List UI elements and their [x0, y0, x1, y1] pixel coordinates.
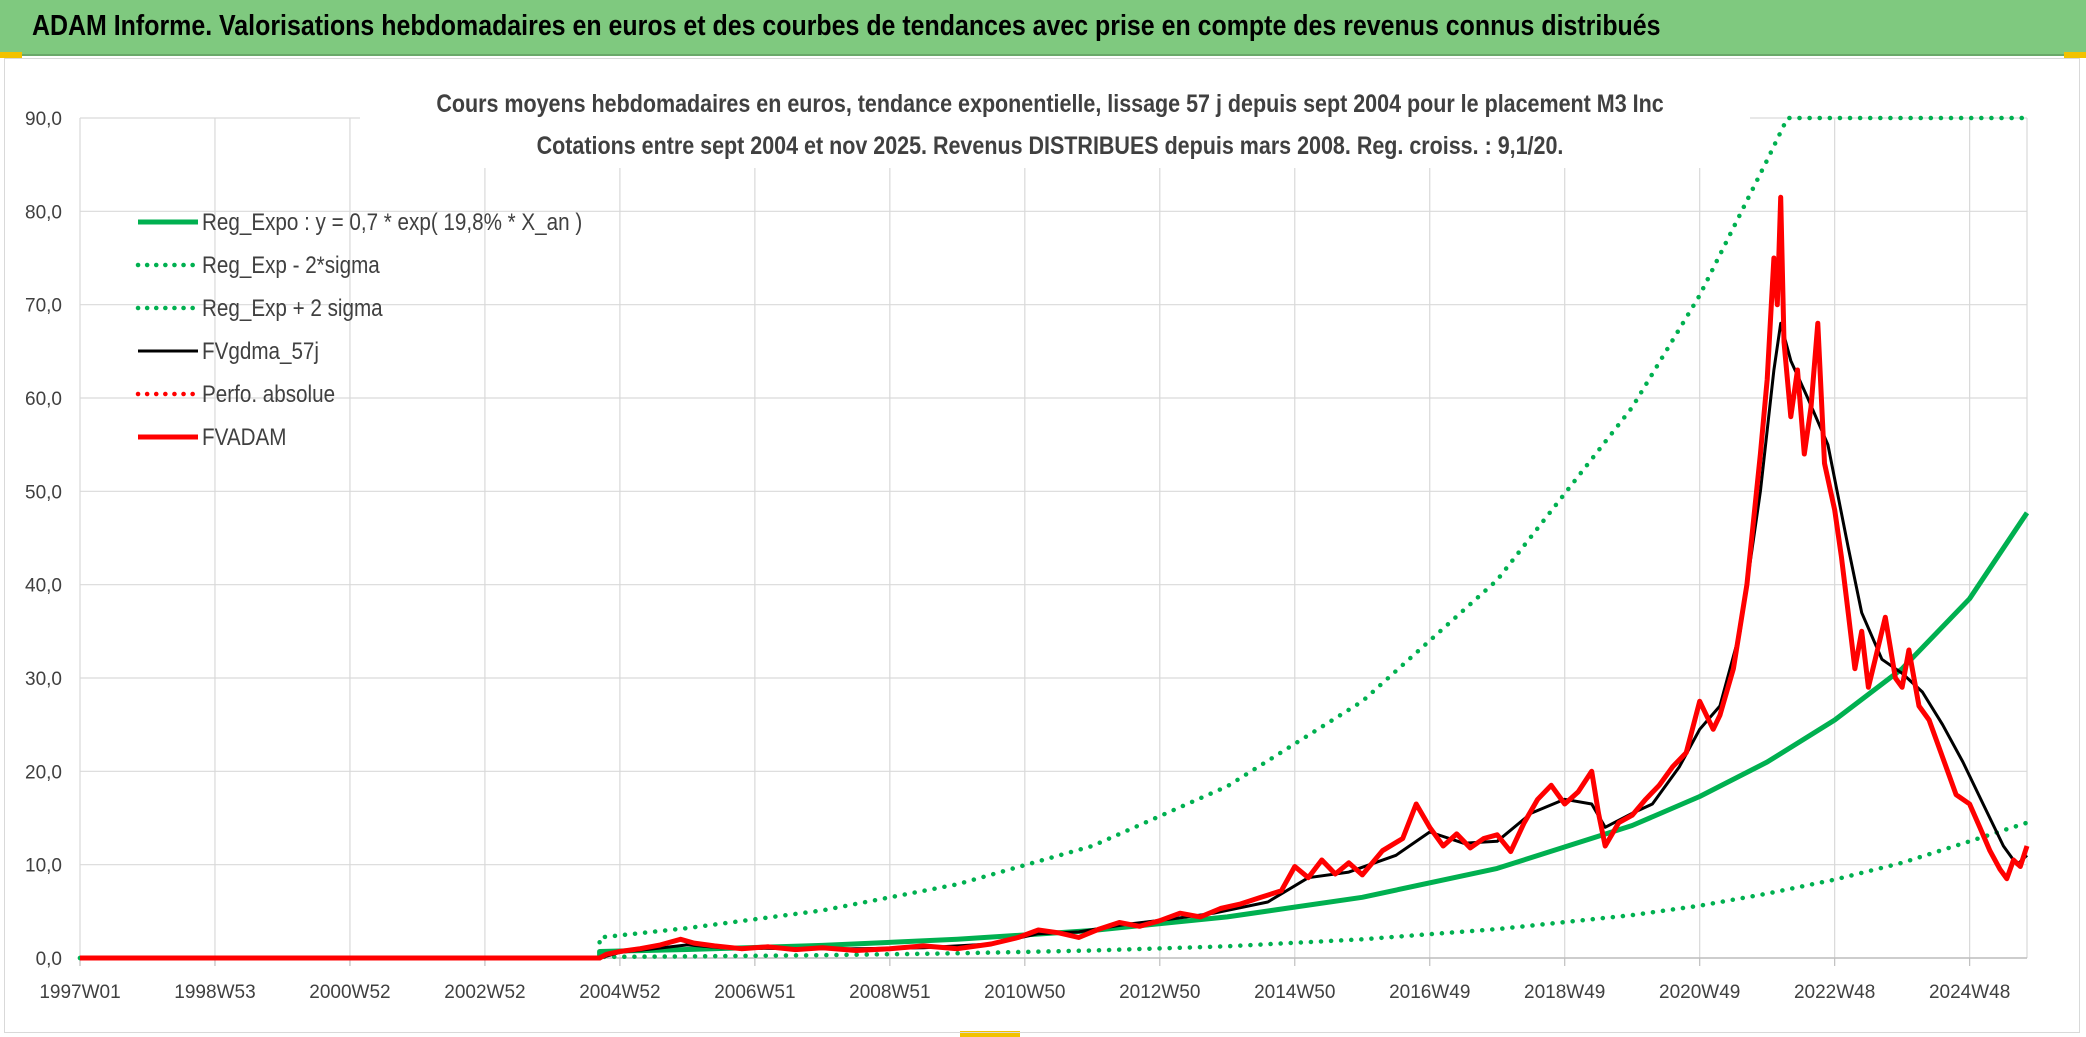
legend-label-4: Perfo. absolue [202, 381, 335, 408]
legend-label-1: Reg_Exp - 2*sigma [202, 252, 380, 279]
x-tick-label: 2022W48 [1794, 982, 1875, 1003]
y-tick-label: 20,0 [25, 762, 62, 783]
corner-accent-right [2064, 52, 2086, 58]
y-tick-label: 0,0 [36, 949, 62, 970]
legend-label-2: Reg_Exp + 2 sigma [202, 295, 383, 322]
y-tick-label: 70,0 [25, 296, 62, 317]
x-tick-label: 1998W53 [174, 982, 255, 1003]
x-tick-label: 2018W49 [1524, 982, 1605, 1003]
series-layer [77, 115, 2030, 961]
x-tick-label: 2010W50 [984, 982, 1065, 1003]
x-tick-label: 2012W50 [1119, 982, 1200, 1003]
x-tick-label: 2024W48 [1929, 982, 2010, 1003]
corner-accent-bottom [960, 1031, 1020, 1037]
x-tick-label: 2006W51 [714, 982, 795, 1003]
x-tick-label: 2002W52 [444, 982, 525, 1003]
banner: ADAM Informe. Valorisations hebdomadaire… [0, 0, 2086, 56]
x-tick-label: 2016W49 [1389, 982, 1470, 1003]
chart-title: Cours moyens hebdomadaires en euros, ten… [436, 89, 1663, 117]
y-tick-label: 50,0 [25, 482, 62, 503]
chart-frame [4, 58, 2080, 1033]
series-line-1 [77, 820, 2030, 961]
legend-label-3: FVgdma_57j [202, 338, 319, 365]
legend-label-0: Reg_Expo : y = 0,7 * exp( 19,8% * X_an ) [202, 209, 582, 236]
x-tick-label: 2000W52 [309, 982, 390, 1003]
x-tick-label: 2008W51 [849, 982, 930, 1003]
x-tick-label: 2020W49 [1659, 982, 1740, 1003]
y-tick-label: 60,0 [25, 389, 62, 410]
y-tick-label: 90,0 [25, 109, 62, 130]
series-line-2 [77, 115, 2030, 961]
axis-layer: 0,0 10,0 20,0 30,0 40,0 50,0 60,0 70,0 80,0 90,0 1… [25, 84, 2027, 1003]
x-tick-label: 2014W50 [1254, 982, 1335, 1003]
legend: Reg_Expo : y = 0,7 * exp( 19,8% * X_an )… [135, 209, 582, 451]
y-tick-label: 10,0 [25, 856, 62, 877]
title-background [360, 84, 1750, 168]
series-line-3 [80, 321, 2029, 960]
y-tick-label: 40,0 [25, 576, 62, 597]
banner-title: ADAM Informe. Valorisations hebdomadaire… [32, 10, 1661, 42]
chart-subtitle: Cotations entre sept 2004 et nov 2025. R… [537, 131, 1564, 159]
y-tick-label: 30,0 [25, 669, 62, 690]
corner-accent-left [0, 52, 22, 58]
legend-label-5: FVADAM [202, 424, 286, 451]
grid-layer [79, 117, 2028, 959]
x-tick-label: 2004W52 [579, 982, 660, 1003]
series-line-0 [80, 511, 2030, 961]
x-tick-label: 1997W01 [39, 982, 120, 1003]
series-line-5 [80, 194, 2030, 961]
y-tick-label: 80,0 [25, 202, 62, 223]
